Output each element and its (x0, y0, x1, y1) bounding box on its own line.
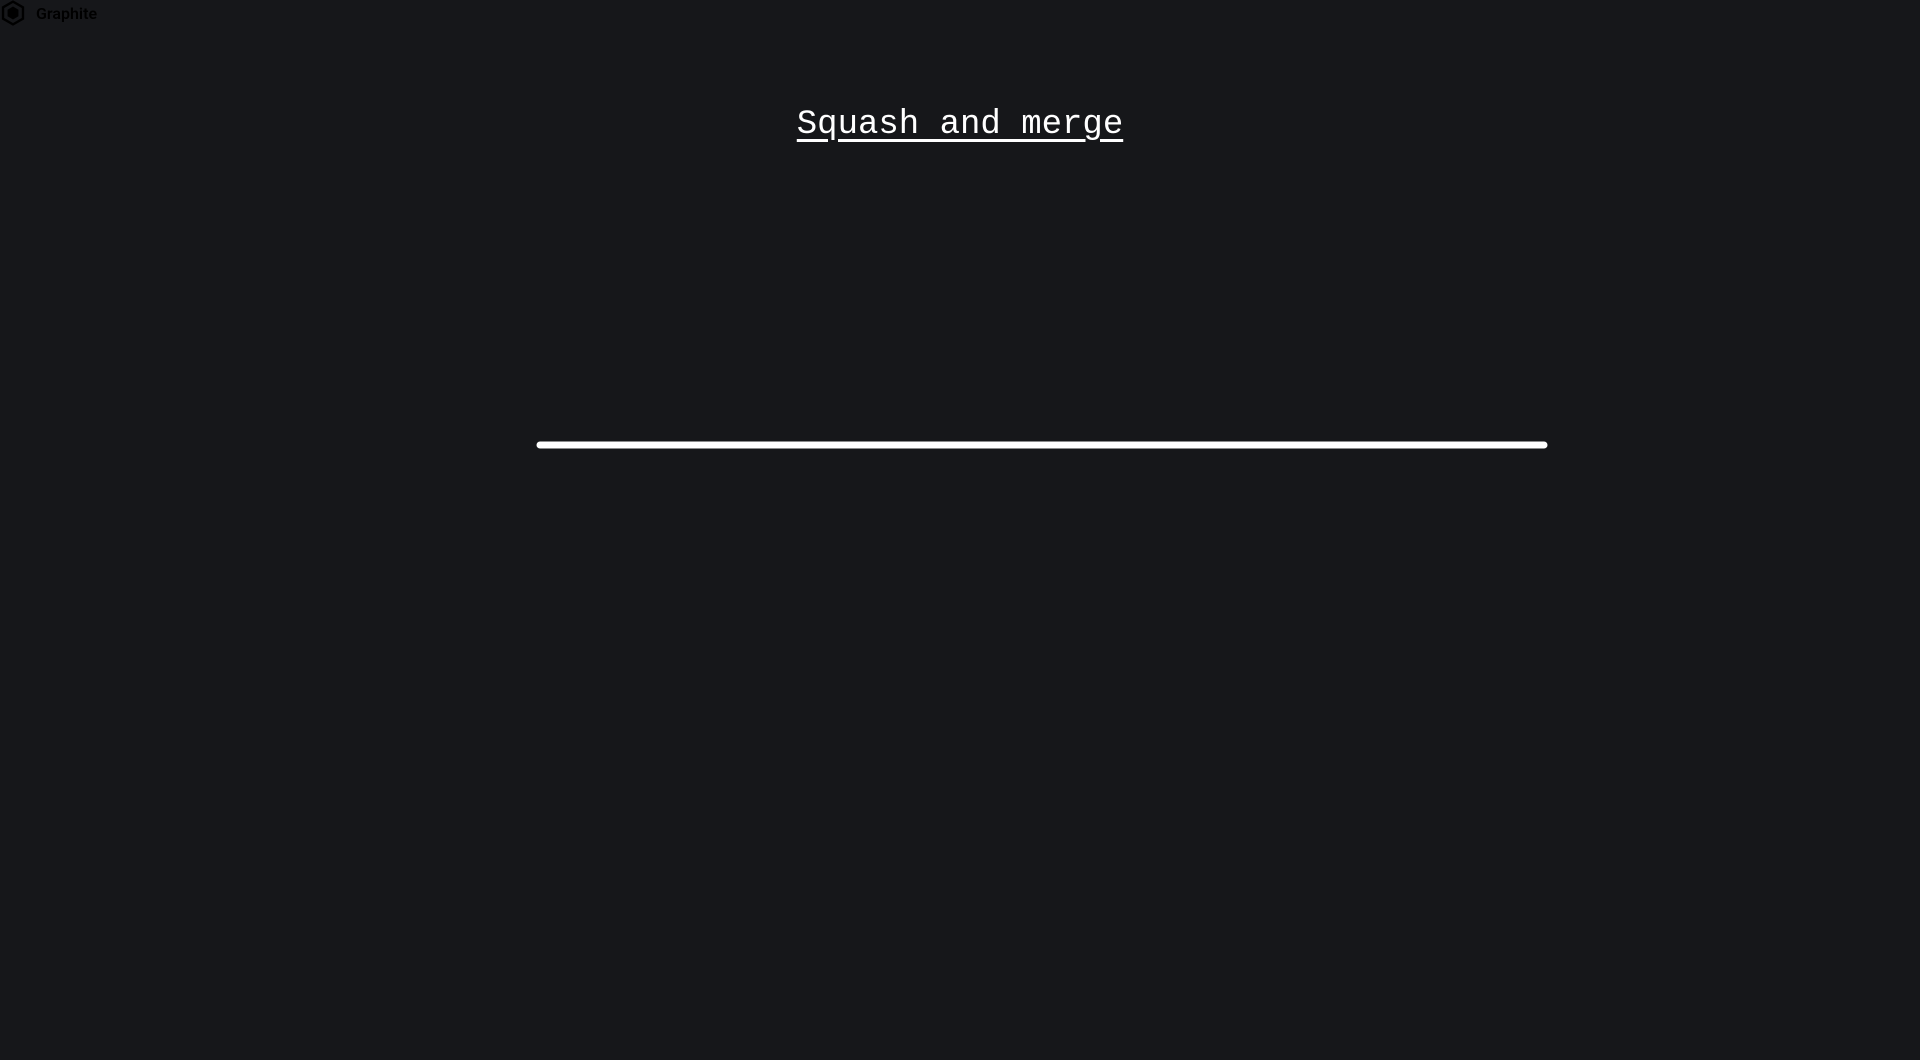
diagram-stage: Squash and merge Graphite (0, 0, 1920, 1060)
diagram-svg (0, 0, 1920, 1060)
brand-text: Graphite (36, 4, 97, 23)
brand-badge: Graphite (0, 0, 97, 26)
graphite-logo-icon (0, 0, 26, 26)
diagram-title: Squash and merge (797, 104, 1123, 147)
